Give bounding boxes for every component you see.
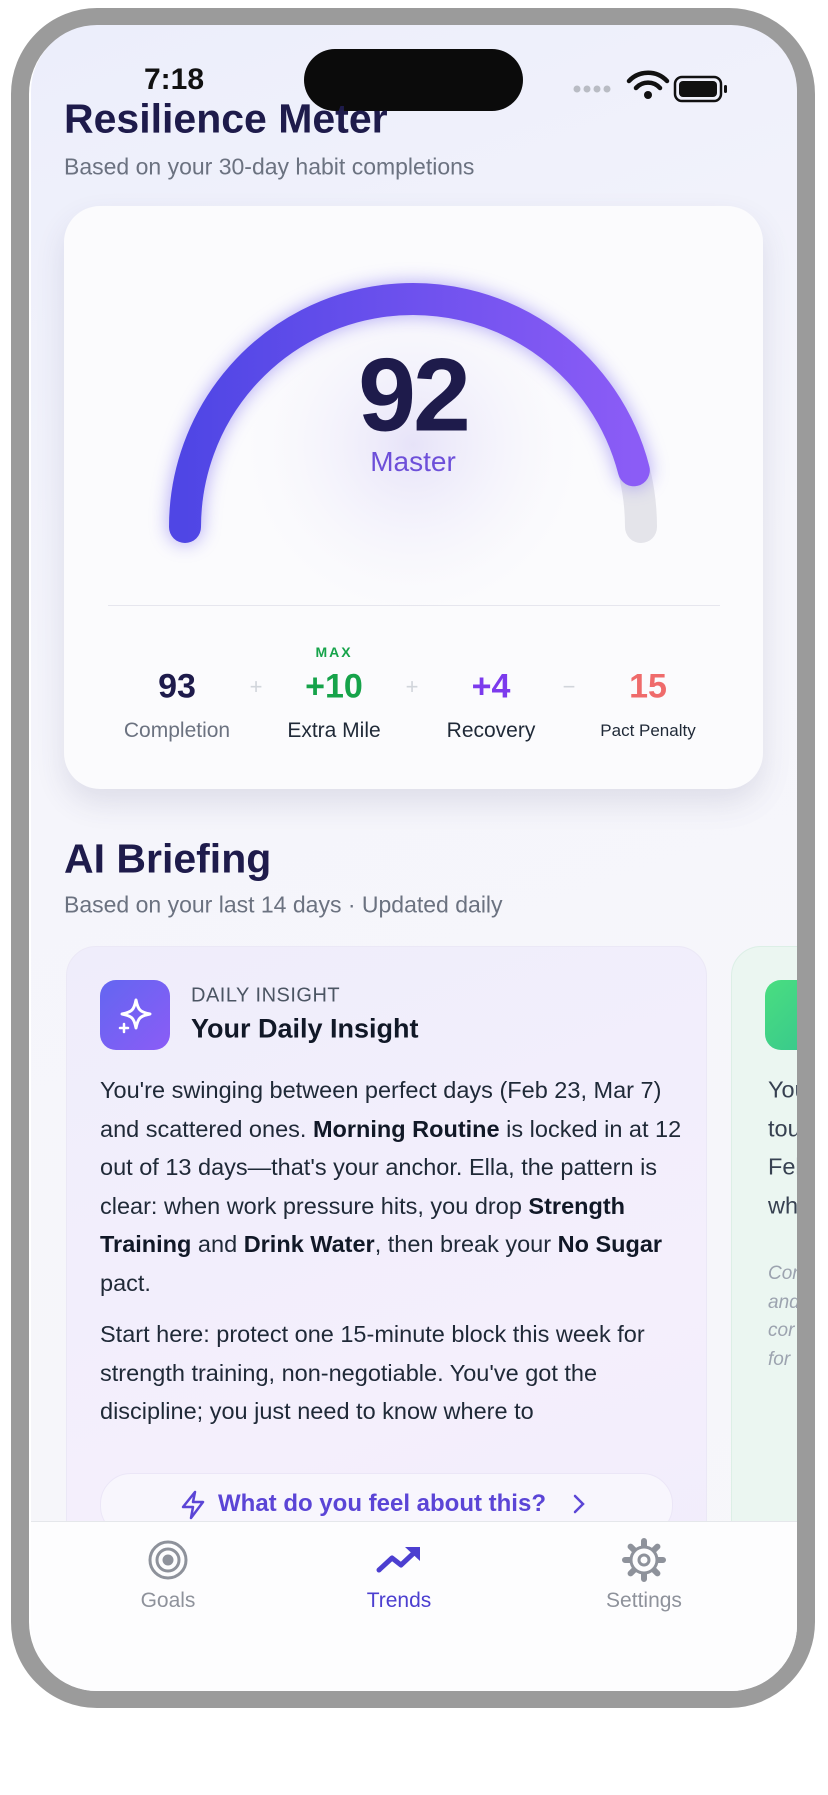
status-icons: [573, 70, 727, 103]
insight-body: You're swinging between perfect days (Fe…: [100, 1071, 685, 1444]
gauge-arc: [169, 283, 650, 543]
page-subtitle: Based on your 30-day habit completions: [64, 153, 475, 180]
wifi-dot: [644, 91, 652, 99]
text-fragment: tou: [768, 1115, 797, 1141]
screen: 7:18 Resilience Meter Based on your 30-d…: [31, 25, 797, 1691]
battery-tip: [724, 85, 727, 93]
stat-label: Extra Mile: [287, 719, 381, 742]
operator: +: [249, 674, 263, 699]
note-fragment: and: [768, 1291, 797, 1313]
insight-title: Your Daily Insight: [191, 1013, 419, 1044]
tab-label: Goals: [140, 1589, 196, 1612]
note-fragment: cor: [768, 1320, 795, 1341]
note-fragment: for: [768, 1348, 791, 1370]
tab-label: Trends: [366, 1589, 432, 1612]
stat-value: 15: [629, 667, 667, 706]
text: pact.: [100, 1269, 151, 1296]
text-fragment: Fel: [768, 1153, 797, 1180]
chevron: [573, 1494, 585, 1514]
bold-text: No Sugar: [557, 1231, 663, 1257]
dynamic-island: [304, 49, 523, 111]
operator: +: [405, 674, 419, 699]
bold-text: Drink Water: [243, 1231, 375, 1257]
status-time: 7:18: [143, 63, 205, 96]
text: is locked in at 12 out of 13 days—that's…: [100, 1115, 682, 1219]
wifi: [626, 70, 670, 91]
bolt-icon: [181, 1490, 205, 1520]
note-fragment: Cor: [768, 1263, 797, 1284]
text-fragment: wh: [768, 1192, 797, 1218]
feedback-text[interactable]: What do you feel about this?: [218, 1490, 546, 1517]
stat-value: +10: [305, 667, 363, 706]
gauge: [168, 275, 657, 615]
next-card-icon: [765, 980, 797, 1050]
tab-label: Settings: [606, 1589, 682, 1612]
stat-label: Completion: [123, 719, 231, 742]
paragraph: Start here: protect one 15-minute block …: [100, 1315, 685, 1431]
settings-icon: [629, 1545, 659, 1575]
insight-icon: [100, 980, 170, 1050]
stat-value: 93: [158, 667, 196, 706]
section-subtitle: Based on your last 14 days · Updated dai…: [64, 891, 503, 918]
text: , then break your: [374, 1231, 558, 1257]
text: Start here: protect one 15-minute block …: [100, 1321, 645, 1424]
trends-icon: [376, 1547, 420, 1573]
text: You're swinging between perfect days (Fe…: [100, 1077, 662, 1142]
goals-icon: [162, 1554, 174, 1566]
gauge-halo: [243, 275, 583, 615]
gauge-level: Master: [370, 446, 456, 477]
section-title: AI Briefing: [64, 835, 272, 882]
operator: −: [562, 674, 576, 699]
signal: [573, 85, 611, 93]
gauge-score: 92: [358, 337, 471, 454]
trends-arrow: [405, 1547, 420, 1561]
stat-label: Pact Penalty: [600, 721, 696, 740]
battery-level: [679, 81, 717, 97]
divider: [108, 605, 720, 606]
goals-icon: [155, 1547, 181, 1573]
bold-text: Morning Routine: [312, 1115, 500, 1142]
bold-text: Strength Training: [100, 1192, 626, 1258]
battery: [673, 75, 723, 103]
stat-value: +4: [471, 667, 511, 706]
insight-eyebrow: DAILY INSIGHT: [191, 984, 341, 1007]
stat-label: Recovery: [446, 719, 536, 742]
paragraph: You're swinging between perfect days (Fe…: [100, 1071, 685, 1302]
goals-icon: [148, 1540, 188, 1580]
tab-icons: [148, 1538, 666, 1582]
phone-frame: [11, 8, 815, 1708]
badge: MAX: [315, 644, 353, 660]
text: and: [191, 1231, 244, 1257]
settings-hub: [637, 1553, 651, 1567]
settings-teeth: [622, 1538, 666, 1582]
page-title: Resilience Meter: [64, 95, 388, 142]
text-fragment: You: [768, 1076, 797, 1103]
